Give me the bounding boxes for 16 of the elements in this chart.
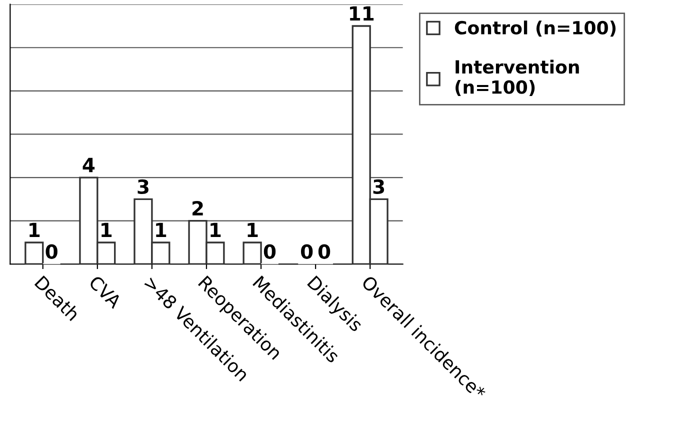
data-label: 2: [192, 200, 203, 216]
data-label: 1: [156, 222, 166, 238]
data-label: 0: [46, 244, 58, 259]
data-label: 0: [318, 244, 330, 259]
data-label: 1: [102, 222, 112, 238]
data-label: 1: [30, 222, 40, 238]
data-label: 4: [82, 158, 95, 172]
data-label: 11: [350, 6, 374, 21]
data-label: 0: [264, 244, 276, 259]
legend-label: Control (n=100): [454, 20, 616, 37]
legend-label: Intervention (n=100): [456, 60, 579, 96]
data-label: 1: [248, 222, 258, 238]
data-label: 3: [373, 179, 384, 194]
data-label: 3: [138, 179, 148, 194]
data-label: 0: [300, 244, 313, 259]
data-label: 1: [210, 222, 221, 238]
